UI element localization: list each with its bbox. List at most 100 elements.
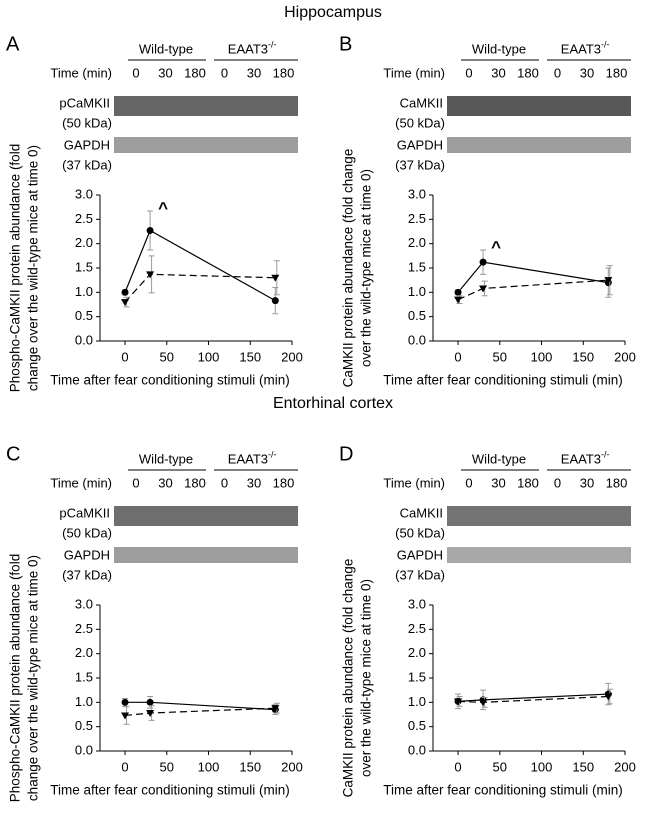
data-point bbox=[121, 299, 130, 307]
x-axis-title: Time after fear conditioning stimuli (mi… bbox=[50, 783, 290, 798]
y-tick-label: 0.0 bbox=[75, 742, 93, 757]
series-line bbox=[457, 279, 609, 301]
lane-time: 0 bbox=[221, 475, 228, 490]
y-tick-label: 1.0 bbox=[75, 284, 93, 299]
data-point bbox=[479, 285, 488, 293]
lane-time: 30 bbox=[491, 475, 505, 490]
y-tick-label: 1.0 bbox=[408, 694, 426, 709]
group-label: EAAT3 bbox=[228, 451, 268, 466]
y-tick-label: 1.5 bbox=[75, 669, 93, 684]
lane-time: 0 bbox=[554, 475, 561, 490]
y-tick-label: 0.0 bbox=[75, 332, 93, 347]
y-tick-label: 2.5 bbox=[408, 211, 426, 226]
time-label: Time (min) bbox=[50, 65, 112, 80]
y-tick-label: 1.0 bbox=[408, 284, 426, 299]
data-point bbox=[121, 288, 129, 296]
y-axis-title: CaMKII protein abundance (fold change bbox=[341, 559, 356, 798]
lane-time: 0 bbox=[221, 65, 228, 80]
data-point bbox=[146, 271, 155, 279]
group-label: Wild-type bbox=[139, 451, 193, 466]
y-axis-title: change over the wild-type mice at time 0… bbox=[26, 145, 41, 391]
x-tick-label: 100 bbox=[198, 349, 220, 364]
blot-band bbox=[114, 547, 298, 563]
lane-time: 180 bbox=[517, 65, 539, 80]
band-name: GAPDH bbox=[397, 137, 443, 152]
y-axis-title: change over the wild-type mice at time 0… bbox=[26, 555, 41, 801]
x-tick-label: 200 bbox=[614, 349, 636, 364]
blot-band bbox=[447, 547, 631, 563]
lane-time: 0 bbox=[554, 65, 561, 80]
data-point bbox=[146, 698, 154, 706]
y-axis-title: over the wild-type mice at time 0) bbox=[359, 169, 374, 367]
group-label: Wild-type bbox=[472, 451, 526, 466]
lane-time: 180 bbox=[184, 65, 206, 80]
data-point bbox=[146, 710, 155, 718]
x-tick-label: 100 bbox=[198, 759, 220, 774]
lane-time: 30 bbox=[491, 65, 505, 80]
y-tick-label: 2.0 bbox=[75, 645, 93, 660]
lane-time: 30 bbox=[158, 475, 172, 490]
x-tick-label: 150 bbox=[572, 349, 594, 364]
significance-mark: ^ bbox=[491, 237, 501, 256]
panel-label: B bbox=[339, 33, 352, 55]
data-point bbox=[454, 698, 463, 706]
data-point bbox=[479, 258, 487, 266]
panel-label: C bbox=[6, 443, 20, 465]
band-name: pCaMKII bbox=[59, 95, 110, 110]
group-label: EAAT3 bbox=[561, 41, 601, 56]
band-name: CaMKII bbox=[400, 505, 443, 520]
y-tick-label: 3.0 bbox=[75, 186, 93, 201]
lane-time: 0 bbox=[465, 475, 472, 490]
x-tick-label: 150 bbox=[239, 349, 261, 364]
x-tick-label: 0 bbox=[121, 759, 128, 774]
series-line bbox=[124, 229, 276, 302]
lane-time: 30 bbox=[247, 475, 261, 490]
y-tick-label: 2.0 bbox=[408, 235, 426, 250]
band-name: GAPDH bbox=[64, 137, 110, 152]
group-label-sup: -/- bbox=[601, 449, 610, 459]
blot-band bbox=[114, 506, 298, 526]
x-tick-label: 0 bbox=[121, 349, 128, 364]
time-label: Time (min) bbox=[383, 475, 445, 490]
y-tick-label: 0.5 bbox=[408, 308, 426, 323]
y-tick-label: 0.5 bbox=[408, 718, 426, 733]
blot-band bbox=[114, 137, 298, 153]
y-tick-label: 3.0 bbox=[408, 596, 426, 611]
section-heading: Hippocampus bbox=[284, 4, 382, 21]
x-tick-label: 0 bbox=[454, 759, 461, 774]
section-heading: Entorhinal cortex bbox=[273, 395, 393, 412]
data-point bbox=[271, 705, 280, 713]
band-size: (50 kDa) bbox=[62, 115, 112, 130]
lane-time: 0 bbox=[132, 475, 139, 490]
y-tick-label: 1.0 bbox=[75, 694, 93, 709]
data-point bbox=[271, 297, 279, 305]
x-tick-label: 150 bbox=[239, 759, 261, 774]
x-tick-label: 0 bbox=[454, 349, 461, 364]
y-tick-label: 2.5 bbox=[75, 621, 93, 636]
lane-time: 30 bbox=[247, 65, 261, 80]
significance-mark: ^ bbox=[158, 199, 168, 218]
lane-time: 180 bbox=[517, 475, 539, 490]
lane-time: 180 bbox=[273, 65, 295, 80]
blot-band bbox=[447, 137, 631, 153]
data-point bbox=[121, 698, 129, 706]
y-tick-label: 0.5 bbox=[75, 308, 93, 323]
group-label: Wild-type bbox=[139, 41, 193, 56]
x-axis-title: Time after fear conditioning stimuli (mi… bbox=[383, 783, 623, 798]
x-axis-title: Time after fear conditioning stimuli (mi… bbox=[383, 373, 623, 388]
group-label: EAAT3 bbox=[561, 451, 601, 466]
y-tick-label: 2.0 bbox=[408, 645, 426, 660]
x-tick-label: 200 bbox=[281, 349, 303, 364]
data-point bbox=[121, 712, 130, 720]
x-tick-label: 100 bbox=[531, 349, 553, 364]
x-tick-label: 100 bbox=[531, 759, 553, 774]
x-tick-label: 50 bbox=[493, 759, 507, 774]
data-point bbox=[271, 274, 280, 282]
y-axis-title: over the wild-type mice at time 0) bbox=[359, 579, 374, 777]
group-label-sup: -/- bbox=[268, 39, 277, 49]
data-point bbox=[604, 277, 613, 285]
lane-time: 30 bbox=[580, 475, 594, 490]
data-point bbox=[146, 227, 154, 235]
